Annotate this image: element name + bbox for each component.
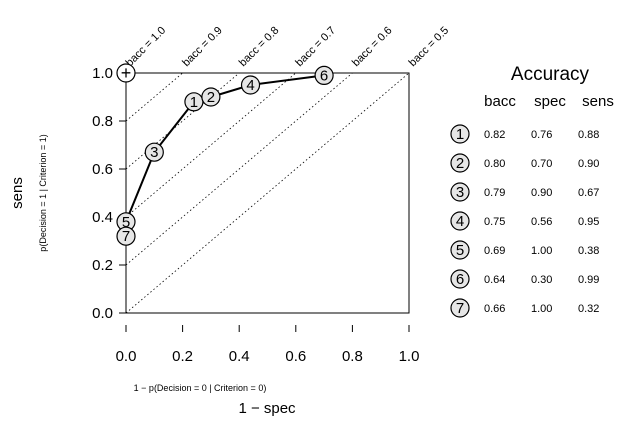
- point-6: 6: [314, 65, 334, 86]
- point-marker-3: [144, 142, 164, 162]
- y-axis-label: sens: [9, 177, 26, 209]
- y-tick-label-2: 0.4: [92, 209, 113, 226]
- x-tick-label-1: 0.2: [172, 348, 193, 365]
- point-3: 3: [144, 142, 164, 162]
- point-label-4: 4: [246, 77, 254, 94]
- point-label-7: 7: [122, 228, 130, 245]
- point-label-2: 2: [207, 89, 215, 106]
- table-header-spec: spec: [534, 93, 566, 110]
- table-cell-bacc: 0.79: [484, 187, 505, 199]
- table-header-bacc: bacc: [484, 93, 516, 110]
- table-row: 1 0.82 0.76 0.88: [450, 124, 599, 144]
- table-cell-sens: 0.88: [578, 129, 599, 141]
- table-row-id-4: 4: [456, 213, 464, 230]
- table-cell-sens: 0.67: [578, 187, 599, 199]
- point-label-5: 5: [122, 214, 130, 231]
- iso-label-1: bacc = 0.9: [180, 25, 225, 70]
- table-cell-bacc: 0.82: [484, 129, 505, 141]
- table-row-id-3: 3: [456, 184, 464, 201]
- table-cell-bacc: 0.64: [484, 274, 505, 286]
- iso-line-5: [126, 73, 409, 313]
- table-row-id-5: 5: [456, 242, 464, 259]
- accuracy-table: 1 0.82 0.76 0.88 2 0.80 0.70 0.90 3 0.79 0.90 0.67 4…: [450, 124, 599, 318]
- iso-label-3: bacc = 0.7: [293, 25, 338, 70]
- table-title: Accuracy: [511, 64, 590, 85]
- table-cell-sens: 0.90: [578, 158, 599, 170]
- table-row: 4 0.75 0.56 0.95: [450, 211, 599, 231]
- table-row-marker-1: [450, 124, 470, 144]
- y-axis: 0.0 0.2 0.4 0.6 0.8 1.0: [92, 65, 126, 322]
- iso-bacc-labels: bacc = 1.0 bacc = 0.9 bacc = 0.8 bacc = 0.7…: [124, 25, 452, 70]
- table-row: 2 0.80 0.70 0.90: [450, 153, 599, 173]
- table-cell-spec: 0.30: [531, 274, 552, 286]
- point-2: 2: [201, 87, 221, 107]
- y-tick-label-0: 0.0: [92, 305, 113, 322]
- table-cell-spec: 1.00: [531, 245, 552, 257]
- x-axis-label: 1 − spec: [238, 400, 296, 417]
- iso-label-5: bacc = 0.5: [407, 25, 452, 70]
- x-tick-label-0: 0.0: [116, 348, 137, 365]
- table-row-marker-2: [450, 153, 470, 173]
- table-cell-spec: 0.70: [531, 158, 552, 170]
- table-row-marker-7: [450, 298, 470, 318]
- point-marker-4: [240, 75, 261, 95]
- reference-point-symbol: +: [121, 63, 132, 83]
- table-row: 6 0.64 0.30 0.99: [450, 269, 599, 289]
- point-label-3: 3: [150, 144, 158, 161]
- table-cell-sens: 0.95: [578, 216, 599, 228]
- table-row-marker-6: [450, 269, 470, 289]
- x-tick-label-5: 1.0: [399, 348, 420, 365]
- table-cell-spec: 1.00: [531, 303, 552, 315]
- table-cell-bacc: 0.75: [484, 216, 505, 228]
- point-marker-6: [314, 65, 334, 86]
- y-tick-label-1: 0.2: [92, 257, 113, 274]
- point-4: 4: [240, 75, 261, 95]
- table-cell-sens: 0.99: [578, 274, 599, 286]
- point-label-1: 1: [190, 94, 198, 111]
- point-1: 1: [184, 92, 204, 112]
- point-marker-7: [116, 226, 136, 246]
- iso-label-2: bacc = 0.8: [237, 25, 282, 70]
- table-cell-spec: 0.56: [531, 216, 552, 228]
- x-tick-label-2: 0.4: [229, 348, 250, 365]
- table-row-marker-3: [450, 182, 470, 202]
- y-tick-label-3: 0.6: [92, 161, 113, 178]
- x-tick-label-3: 0.6: [285, 348, 306, 365]
- y-axis-subtitle: p(Decision = 1 | Criterion = 1): [38, 134, 48, 251]
- table-cell-bacc: 0.80: [484, 158, 505, 170]
- table-row-marker-4: [450, 211, 470, 231]
- point-label-6: 6: [320, 67, 328, 84]
- x-axis-subtitle: 1 − p(Decision = 0 | Criterion = 0): [134, 383, 267, 393]
- table-cell-sens: 0.32: [578, 303, 599, 315]
- table-header-sens: sens: [582, 93, 614, 110]
- table-row-id-6: 6: [456, 271, 464, 288]
- table-row-marker-5: [450, 240, 470, 260]
- table-row-id-2: 2: [456, 155, 464, 172]
- x-axis: 0.0 0.2 0.4 0.6 0.8 1.0: [116, 325, 420, 365]
- y-tick-label-5: 1.0: [92, 65, 113, 82]
- iso-bacc-lines: [126, 73, 409, 313]
- table-cell-bacc: 0.69: [484, 245, 505, 257]
- reference-point-marker: [116, 63, 136, 83]
- table-cell-bacc: 0.66: [484, 303, 505, 315]
- y-tick-label-4: 0.8: [92, 113, 113, 130]
- iso-line-2: [126, 73, 240, 170]
- data-point-markers: 1 2 3 4 5 6 7: [116, 65, 334, 246]
- plot-frame: [125, 72, 410, 314]
- reference-point: +: [116, 63, 136, 83]
- point-marker-2: [201, 87, 221, 107]
- x-tick-label-4: 0.8: [342, 348, 363, 365]
- table-row: 5 0.69 1.00 0.38: [450, 240, 599, 260]
- table-cell-sens: 0.38: [578, 245, 599, 257]
- table-row: 7 0.66 1.00 0.32: [450, 298, 599, 318]
- table-row-id-1: 1: [456, 126, 464, 143]
- iso-label-4: bacc = 0.6: [350, 25, 395, 70]
- point-7: 7: [116, 226, 136, 246]
- table-cell-spec: 0.76: [531, 129, 552, 141]
- table-row-id-7: 7: [456, 300, 464, 317]
- table-cell-spec: 0.90: [531, 187, 552, 199]
- table-row: 3 0.79 0.90 0.67: [450, 182, 599, 202]
